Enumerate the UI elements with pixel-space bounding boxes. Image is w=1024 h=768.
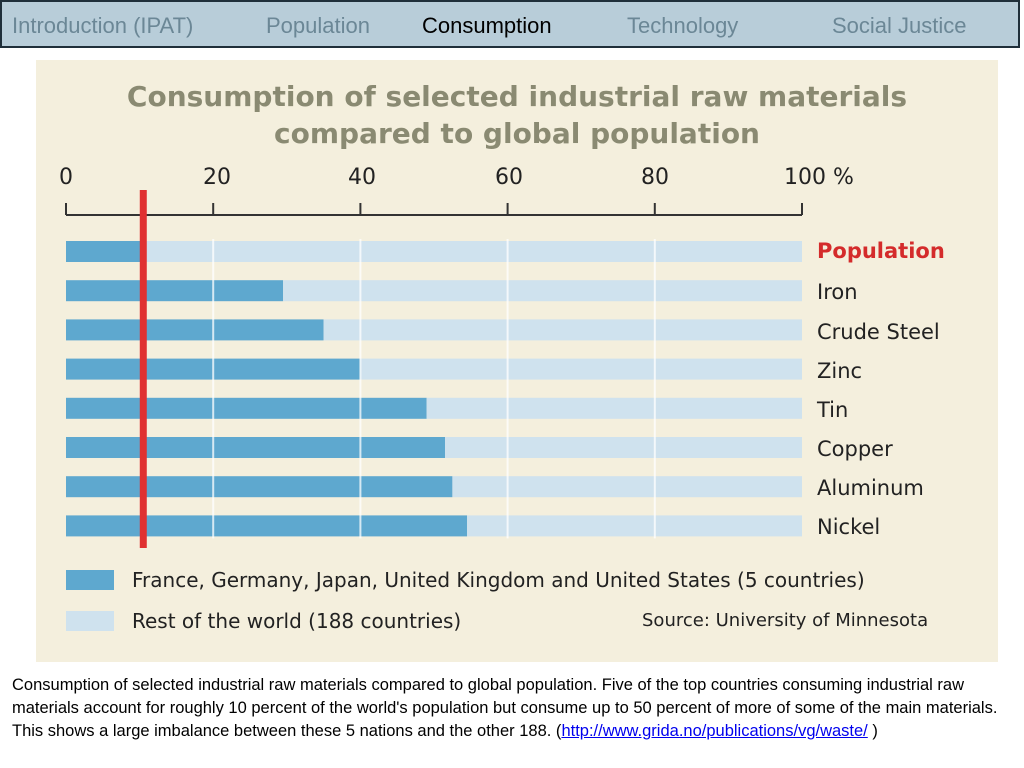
bar-label-iron: Iron <box>817 280 858 304</box>
bar-aluminum-five-countries <box>66 476 453 498</box>
chart-title-line-2: compared to global population <box>274 117 760 150</box>
bar-nickel-rest-of-world <box>467 515 802 537</box>
bar-label-nickel: Nickel <box>817 515 881 539</box>
bar-chart-plot <box>65 190 803 548</box>
bar-iron-rest-of-world <box>283 280 802 302</box>
tab-population[interactable]: Population <box>266 13 370 38</box>
x-tick-label: 80 <box>641 165 669 190</box>
x-tick-label: 0 <box>59 165 73 190</box>
chart-title: Consumption of selected industrial raw m… <box>36 78 998 152</box>
legend-label-rest-of-world: Rest of the world (188 countries) <box>132 609 462 633</box>
tab-social-justice[interactable]: Social Justice <box>832 13 967 38</box>
chart-title-line-1: Consumption of selected industrial raw m… <box>126 80 908 113</box>
bar-label-zinc: Zinc <box>817 359 863 383</box>
top-navigation-bar: Introduction (IPAT) Population Consumpti… <box>0 0 1020 48</box>
bar-aluminum-rest-of-world <box>452 476 802 498</box>
x-tick-label: 100 % <box>784 165 854 190</box>
legend-swatch-rest-of-world <box>66 611 114 631</box>
tab-introduction-ipat[interactable]: Introduction (IPAT) <box>12 13 194 38</box>
tab-technology[interactable]: Technology <box>627 13 739 38</box>
bar-tin-five-countries <box>66 397 427 419</box>
consumption-chart-figure: Consumption of selected industrial raw m… <box>36 60 998 662</box>
bar-label-copper: Copper <box>817 437 893 461</box>
bar-iron-five-countries <box>66 280 284 302</box>
bar-copper-five-countries <box>66 437 446 458</box>
bar-copper-rest-of-world <box>445 437 802 458</box>
tab-consumption[interactable]: Consumption <box>422 13 552 38</box>
legend-label-five-countries: France, Germany, Japan, United Kingdom a… <box>132 568 865 592</box>
bar-label-aluminum: Aluminum <box>817 476 924 500</box>
x-tick-label: 40 <box>348 165 376 190</box>
legend-swatch-five-countries <box>66 570 114 590</box>
caption-text: Consumption of selected industrial raw m… <box>12 676 998 740</box>
slide-caption: Consumption of selected industrial raw m… <box>12 674 1012 743</box>
bar-crude-steel-five-countries <box>66 319 324 341</box>
bar-population-rest-of-world <box>143 241 802 262</box>
caption-source-link[interactable]: http://www.grida.no/publications/vg/wast… <box>561 722 868 740</box>
x-tick-label: 20 <box>203 165 231 190</box>
bar-crude-steel-rest-of-world <box>323 319 802 341</box>
bar-population-five-countries <box>66 241 144 262</box>
bar-label-population: Population <box>817 239 945 263</box>
chart-source: Source: University of Minnesota <box>642 610 929 631</box>
x-tick-label: 60 <box>495 165 523 190</box>
bar-zinc-rest-of-world <box>360 358 802 380</box>
caption-suffix: ) <box>867 722 878 740</box>
bar-tin-rest-of-world <box>426 397 802 419</box>
bar-label-tin: Tin <box>817 398 849 422</box>
bar-label-crude-steel: Crude Steel <box>817 320 940 344</box>
bar-nickel-five-countries <box>66 515 468 537</box>
